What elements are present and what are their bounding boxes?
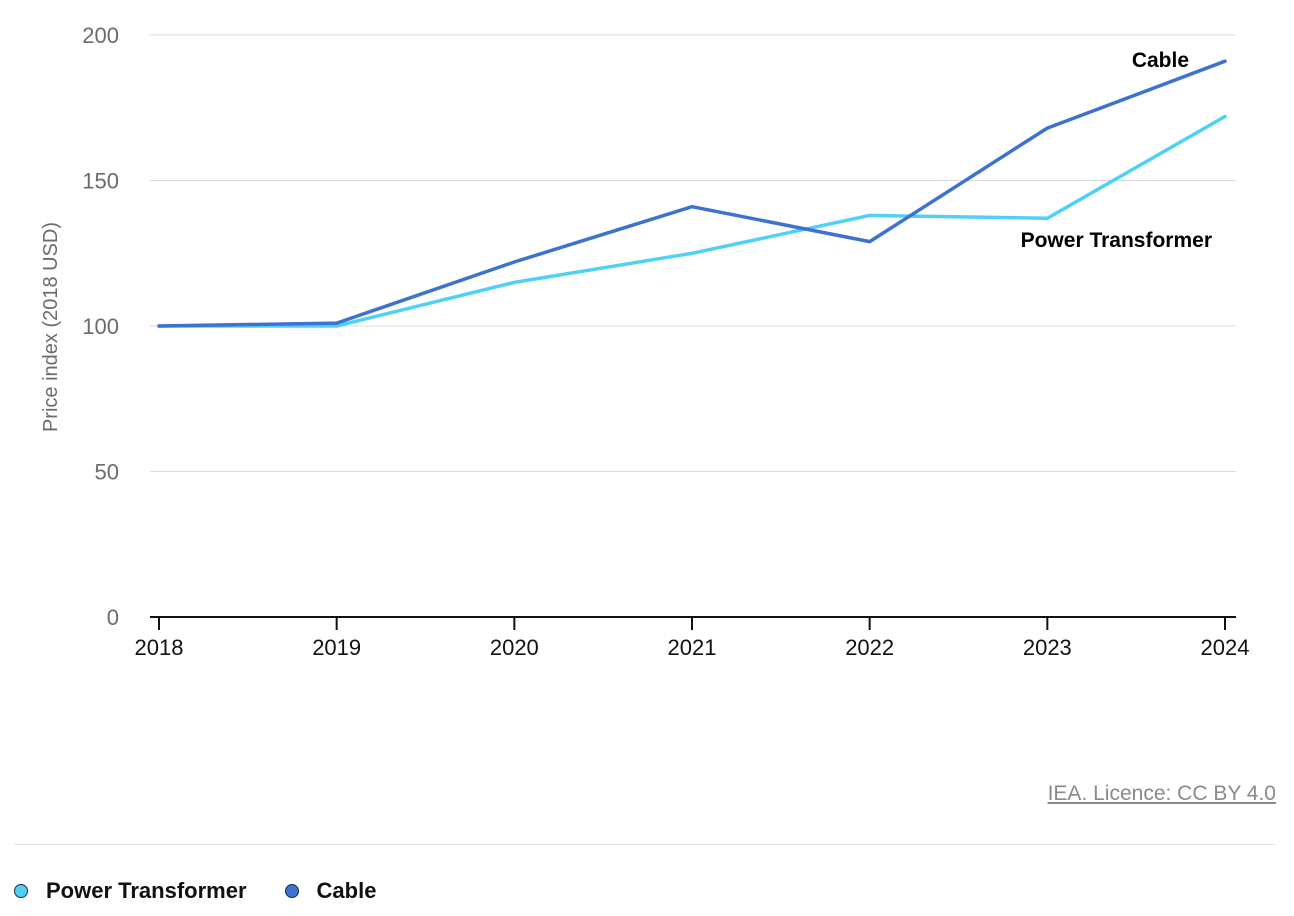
x-tick-label: 2020 [490,635,539,660]
series-line-power-transformer [157,114,1227,328]
series-lines [157,59,1227,328]
divider [14,844,1276,845]
y-tick-label: 0 [107,605,119,630]
y-tick-label: 150 [82,169,119,194]
legend: Power Transformer Cable [14,878,414,904]
y-tick-label: 50 [95,460,119,485]
legend-label-cable: Cable [316,878,377,903]
y-tick-label: 100 [82,314,119,339]
legend-swatch-power-transformer [14,884,28,898]
series-label-cable: Cable [1132,49,1189,72]
legend-item-power-transformer[interactable]: Power Transformer [14,878,247,904]
licence-link[interactable]: IEA. Licence: CC BY 4.0 [1047,782,1276,805]
y-axis-ticks: 0 50 100 150 200 [82,23,119,630]
x-tick-label: 2018 [135,635,184,660]
y-axis-title: Price index (2018 USD) [40,222,62,432]
x-tick-label: 2019 [312,635,361,660]
legend-label-power-transformer: Power Transformer [46,878,247,903]
series-line-cable [157,59,1227,328]
x-tick-label: 2022 [845,635,894,660]
y-tick-label: 200 [82,23,119,48]
x-tick-label: 2021 [668,635,717,660]
legend-item-cable[interactable]: Cable [284,878,377,904]
x-axis-ticks: 2018 2019 2020 2021 2022 2023 2024 [135,617,1250,660]
x-tick-label: 2023 [1023,635,1072,660]
series-label-power-transformer: Power Transformer [1021,229,1212,252]
legend-swatch-cable [284,884,299,898]
x-tick-label: 2024 [1201,635,1250,660]
